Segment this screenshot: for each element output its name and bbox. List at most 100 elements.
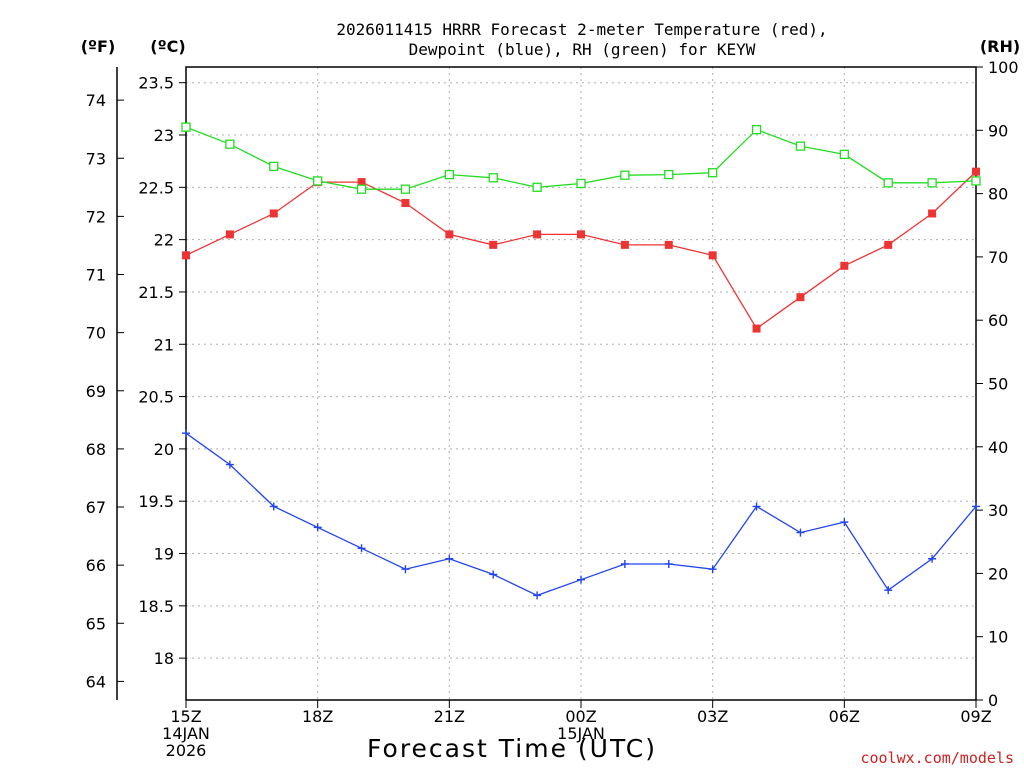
rh-point <box>883 178 893 188</box>
rh-point <box>488 173 498 183</box>
dewpoint-point <box>269 502 278 511</box>
celsius-tick-label: 23 <box>154 126 174 145</box>
dewpoint-point <box>708 565 717 574</box>
dewpoint-point <box>796 528 805 537</box>
rh-point <box>225 139 235 149</box>
celsius-tick-label: 18.5 <box>138 597 174 616</box>
temperature-point <box>928 209 937 218</box>
x-tick-label-line: 06Z <box>829 707 860 726</box>
credit-label: coolwx.com/models <box>860 749 1014 767</box>
rh-tick-label: 50 <box>988 375 1008 394</box>
x-tick-label: 09Z <box>960 707 991 726</box>
x-tick-label: 03Z <box>697 707 728 726</box>
celsius-tick-label: 22 <box>154 231 174 250</box>
celsius-tick-label: 18 <box>154 649 174 668</box>
celsius-tick-label: 22.5 <box>138 178 174 197</box>
dewpoint-point <box>972 502 980 511</box>
x-tick-label-line: 18Z <box>302 707 333 726</box>
rh-point <box>400 184 411 194</box>
rh-point <box>313 176 323 186</box>
rh-tick-label: 90 <box>988 121 1008 140</box>
x-tick-label-line: 09Z <box>960 707 991 726</box>
temperature-line <box>185 171 977 330</box>
temperature-point <box>708 251 717 260</box>
temperature-point <box>796 293 805 302</box>
rh-tick-label: 60 <box>988 311 1008 330</box>
x-tick-label-line: 14JAN <box>162 724 210 743</box>
dewpoint-point <box>445 554 454 563</box>
fahrenheit-tick-label: 69 <box>86 382 106 401</box>
fahrenheit-tick-label: 74 <box>86 91 106 110</box>
celsius-tick-label: 23.5 <box>138 74 174 93</box>
rh-point <box>708 168 718 178</box>
rh-tick-label: 80 <box>988 185 1008 204</box>
celsius-axis-unit: (ºC) <box>150 37 185 56</box>
dewpoint-point <box>313 523 322 532</box>
dewpoint-point <box>620 559 629 568</box>
fahrenheit-tick-label: 68 <box>86 440 106 459</box>
fahrenheit-tick-label: 72 <box>86 207 106 226</box>
celsius-tick-label: 21.5 <box>138 283 174 302</box>
x-tick-label: 21Z <box>434 707 465 726</box>
dewpoint-point <box>840 518 849 527</box>
fahrenheit-tick-label: 64 <box>86 672 106 691</box>
grid-lines <box>186 67 976 700</box>
temperature-point <box>357 178 366 187</box>
celsius-tick-label: 20.5 <box>138 388 174 407</box>
rh-tick-label: 20 <box>988 564 1008 583</box>
celsius-tick-label: 19 <box>154 545 174 564</box>
chart-title-line-2: Dewpoint (blue), RH (green) for KEYW <box>409 40 756 59</box>
rh-tick-label: 30 <box>988 501 1008 520</box>
chart-title-line-1: 2026011415 HRRR Forecast 2-meter Tempera… <box>336 20 827 39</box>
x-tick-label: 18Z <box>302 707 333 726</box>
temperature-point <box>533 230 542 239</box>
rh-point <box>269 161 279 172</box>
dewpoint-point <box>884 586 893 595</box>
fahrenheit-tick-label: 73 <box>86 149 106 168</box>
rh-axis-unit: (RH) <box>980 37 1020 56</box>
dewpoint-point <box>533 591 542 600</box>
x-tick-label-line: 2026 <box>166 741 207 760</box>
fahrenheit-axis-unit: (ºF) <box>81 37 116 56</box>
rh-point <box>620 170 630 180</box>
celsius-tick-label: 20 <box>154 440 174 459</box>
temperature-point <box>664 240 673 249</box>
temperature-point <box>884 240 893 249</box>
temperature-point <box>620 240 629 249</box>
dewpoint-point <box>577 575 585 584</box>
temperature-point <box>182 251 190 260</box>
x-tick-label-line: 03Z <box>697 707 728 726</box>
temperature-point <box>225 230 234 239</box>
x-tick-label: 06Z <box>829 707 860 726</box>
rh-point <box>576 178 586 189</box>
temperature-point <box>489 240 498 249</box>
x-tick-label-line: 15JAN <box>557 724 605 743</box>
dewpoint-point <box>401 565 410 574</box>
data-series <box>181 122 981 600</box>
x-tick-label: 15Z 14JAN 2026 <box>162 707 210 760</box>
x-tick-label: 00Z 15JAN <box>557 707 605 743</box>
x-tick-label-line: 00Z <box>565 707 596 726</box>
rh-point <box>751 125 762 135</box>
temperature-point <box>401 199 410 208</box>
fahrenheit-tick-label: 67 <box>86 498 106 517</box>
x-axis-label: Forecast Time (UTC) <box>367 734 657 763</box>
temperature-point <box>972 167 980 176</box>
rh-tick-label: 10 <box>988 628 1008 647</box>
plot-frame <box>185 66 977 701</box>
rh-point <box>444 169 454 180</box>
rh-point <box>839 149 849 160</box>
temperature-point <box>577 230 585 239</box>
temperature-point <box>269 209 278 218</box>
temperature-point <box>840 261 849 270</box>
rh-tick-label: 100 <box>988 58 1019 77</box>
chart-title: 2026011415 HRRR Forecast 2-meter Tempera… <box>336 20 827 59</box>
dewpoint-point <box>664 559 673 568</box>
temperature-point <box>752 324 761 333</box>
celsius-tick-label: 21 <box>154 335 174 354</box>
fahrenheit-tick-label: 70 <box>86 324 106 343</box>
celsius-tick-label: 19.5 <box>138 492 174 511</box>
rh-point <box>971 176 981 186</box>
x-tick-label-line: 21Z <box>434 707 465 726</box>
